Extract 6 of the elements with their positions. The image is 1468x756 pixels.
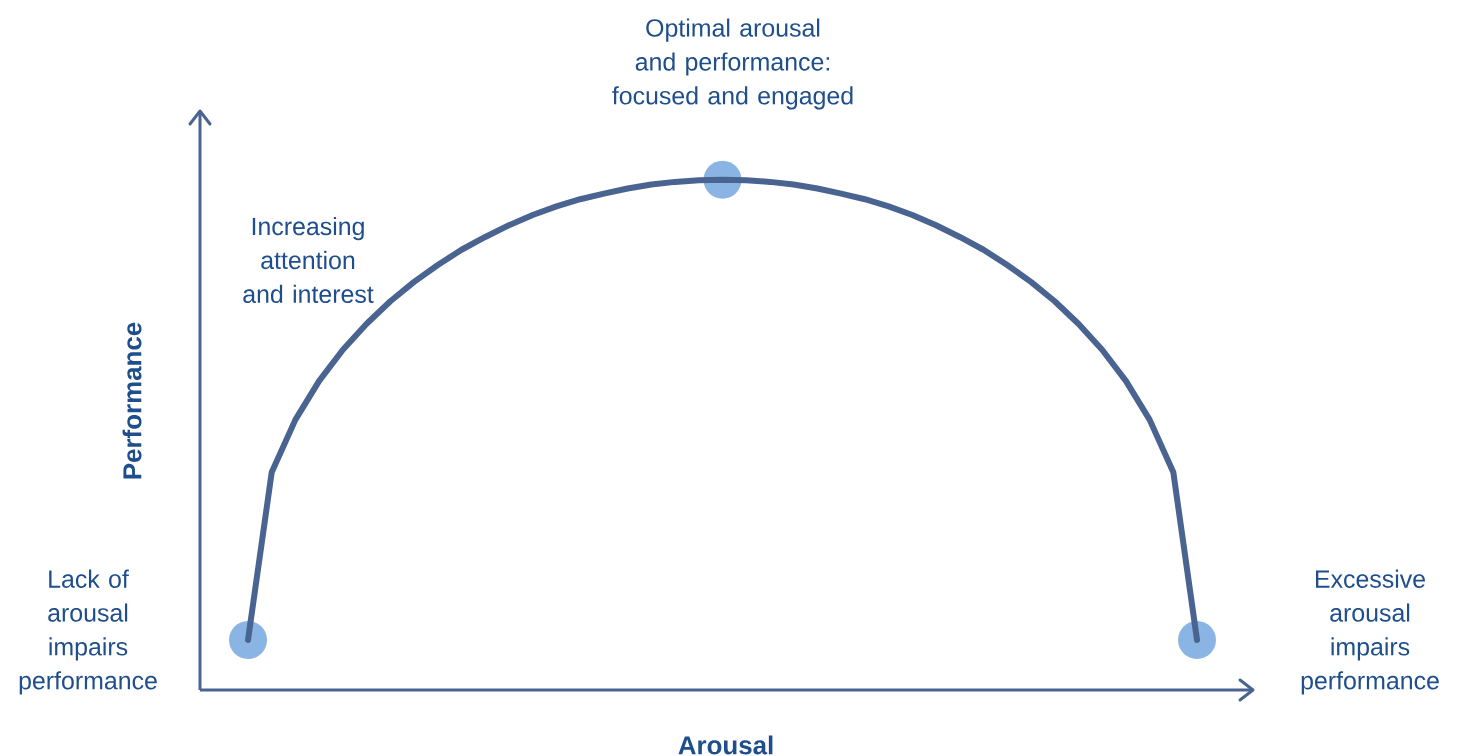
y-axis-title: Performance (122, 322, 142, 479)
text: Optimal arousal and performance: focused and engaged (612, 18, 853, 110)
x-axis-title: Arousal (678, 735, 773, 755)
annotation: Increasing attention and interest (243, 216, 374, 304)
text: Lack of arousal impairs performance (19, 569, 157, 695)
text: Excessive arousal impairs performance (1301, 569, 1439, 695)
